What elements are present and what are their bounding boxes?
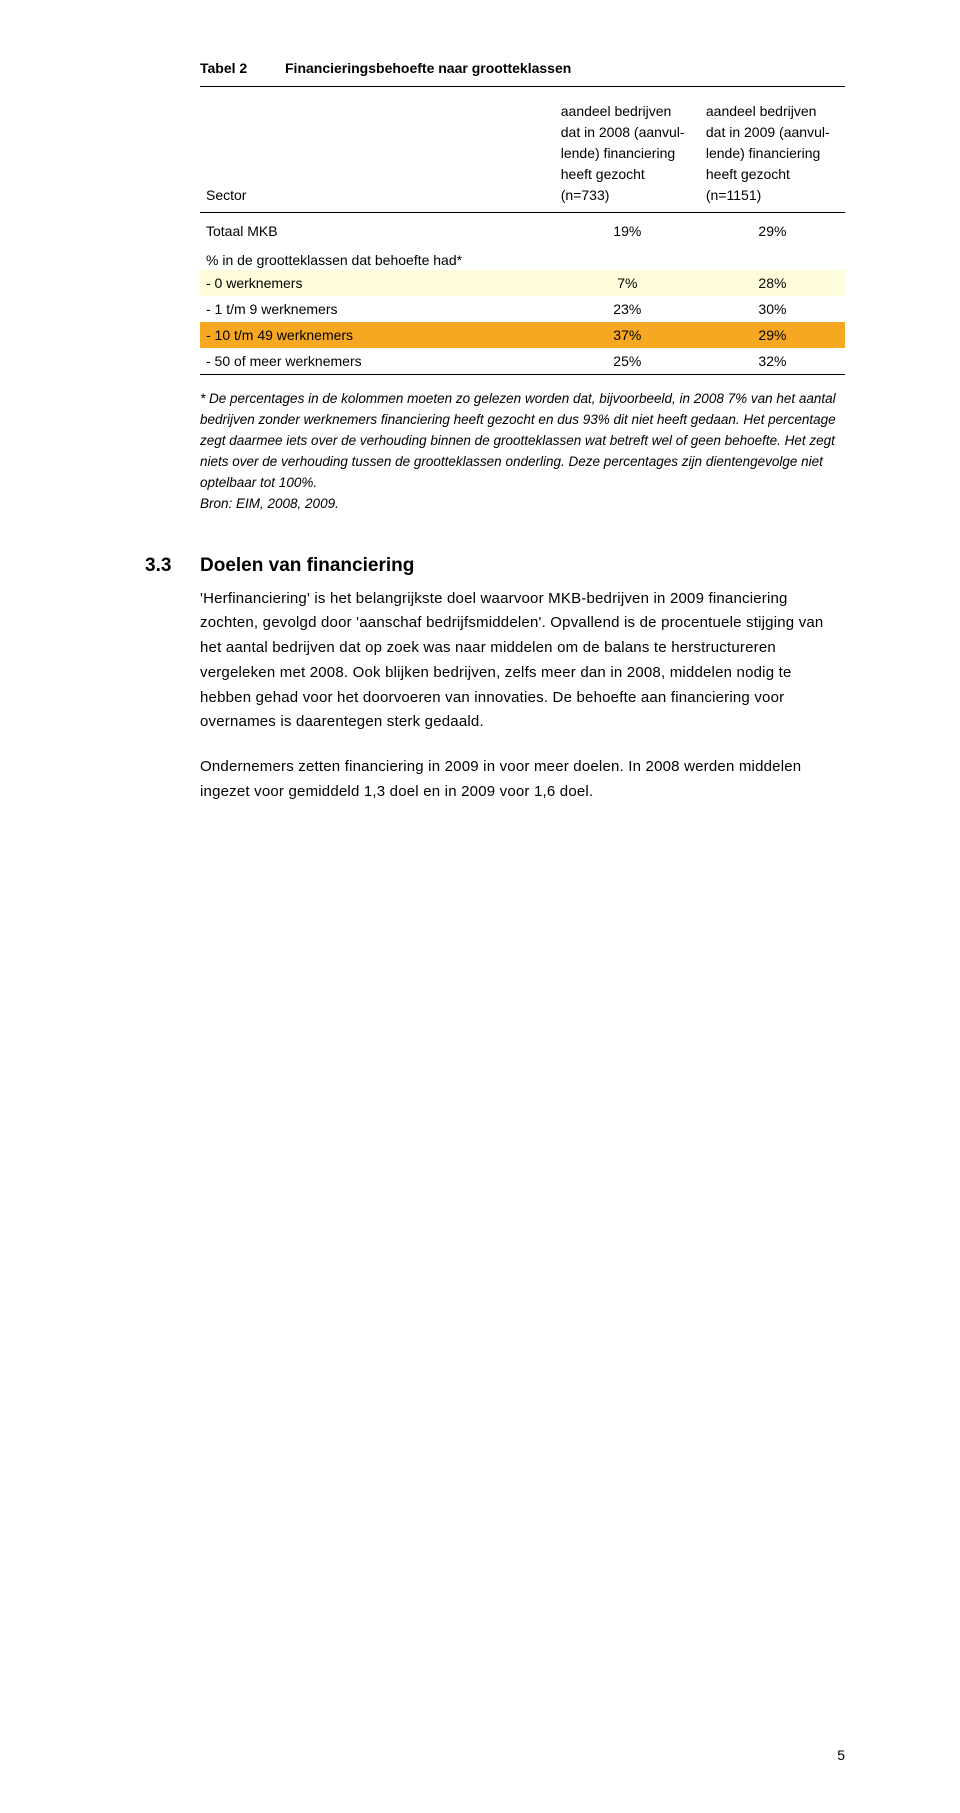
section-title: Doelen van financiering	[200, 555, 845, 577]
cell-label: Totaal MKB	[200, 213, 555, 245]
cell-value: 23%	[555, 296, 700, 322]
footnote-source: Bron: EIM, 2008, 2009.	[200, 494, 845, 515]
header-col2-l1: aandeel bedrijven	[706, 103, 817, 119]
header-col2-l3: lende) financiering	[706, 145, 820, 161]
table-footnote: * De percentages in de kolommen moeten z…	[200, 389, 845, 515]
cell-value: 29%	[700, 213, 845, 245]
data-table: Sector aandeel bedrijven dat in 2008 (aa…	[200, 86, 845, 375]
table-row: - 50 of meer werknemers 25% 32%	[200, 348, 845, 375]
section-3-3: 3.3 Doelen van financiering 'Herfinancie…	[200, 555, 845, 825]
header-sector: Sector	[206, 187, 246, 203]
cell-value: 7%	[555, 270, 700, 296]
group-label: % in de grootteklassen dat behoefte had*	[200, 244, 845, 270]
cell-value: 32%	[700, 348, 845, 375]
header-col1-l5: (n=733)	[561, 187, 610, 203]
cell-value: 19%	[555, 213, 700, 245]
table-row: - 10 t/m 49 werknemers 37% 29%	[200, 322, 845, 348]
header-col1-l1: aandeel bedrijven	[561, 103, 672, 119]
cell-value: 37%	[555, 322, 700, 348]
document-page: Tabel 2 Financieringsbehoefte naar groot…	[0, 0, 960, 825]
cell-value: 30%	[700, 296, 845, 322]
cell-value: 28%	[700, 270, 845, 296]
table-row: - 1 t/m 9 werknemers 23% 30%	[200, 296, 845, 322]
header-col2-l5: (n=1151)	[706, 187, 761, 203]
paragraph: Ondernemers zetten financiering in 2009 …	[200, 755, 845, 805]
header-col1-l3: lende) financiering	[561, 145, 675, 161]
table-caption: Tabel 2 Financieringsbehoefte naar groot…	[200, 60, 845, 76]
header-col2-l4: heeft gezocht	[706, 166, 790, 182]
table-title: Financieringsbehoefte naar grootteklasse…	[285, 60, 571, 76]
table-number: Tabel 2	[200, 60, 285, 76]
cell-label: - 1 t/m 9 werknemers	[200, 296, 555, 322]
table-row-total: Totaal MKB 19% 29%	[200, 213, 845, 245]
table-2: Tabel 2 Financieringsbehoefte naar groot…	[200, 60, 845, 515]
footnote-text: * De percentages in de kolommen moeten z…	[200, 389, 845, 494]
section-number: 3.3	[145, 555, 200, 825]
cell-value: 25%	[555, 348, 700, 375]
header-col1-l2: dat in 2008 (aanvul-	[561, 124, 685, 140]
table-row-group-header: % in de grootteklassen dat behoefte had*	[200, 244, 845, 270]
cell-value: 29%	[700, 322, 845, 348]
paragraph: 'Herfinanciering' is het belangrijkste d…	[200, 587, 845, 736]
cell-label: - 0 werknemers	[200, 270, 555, 296]
table-row: - 0 werknemers 7% 28%	[200, 270, 845, 296]
header-col2-l2: dat in 2009 (aanvul-	[706, 124, 830, 140]
cell-label: - 10 t/m 49 werknemers	[200, 322, 555, 348]
header-col1-l4: heeft gezocht	[561, 166, 645, 182]
page-number: 5	[837, 1747, 845, 1763]
cell-label: - 50 of meer werknemers	[200, 348, 555, 375]
